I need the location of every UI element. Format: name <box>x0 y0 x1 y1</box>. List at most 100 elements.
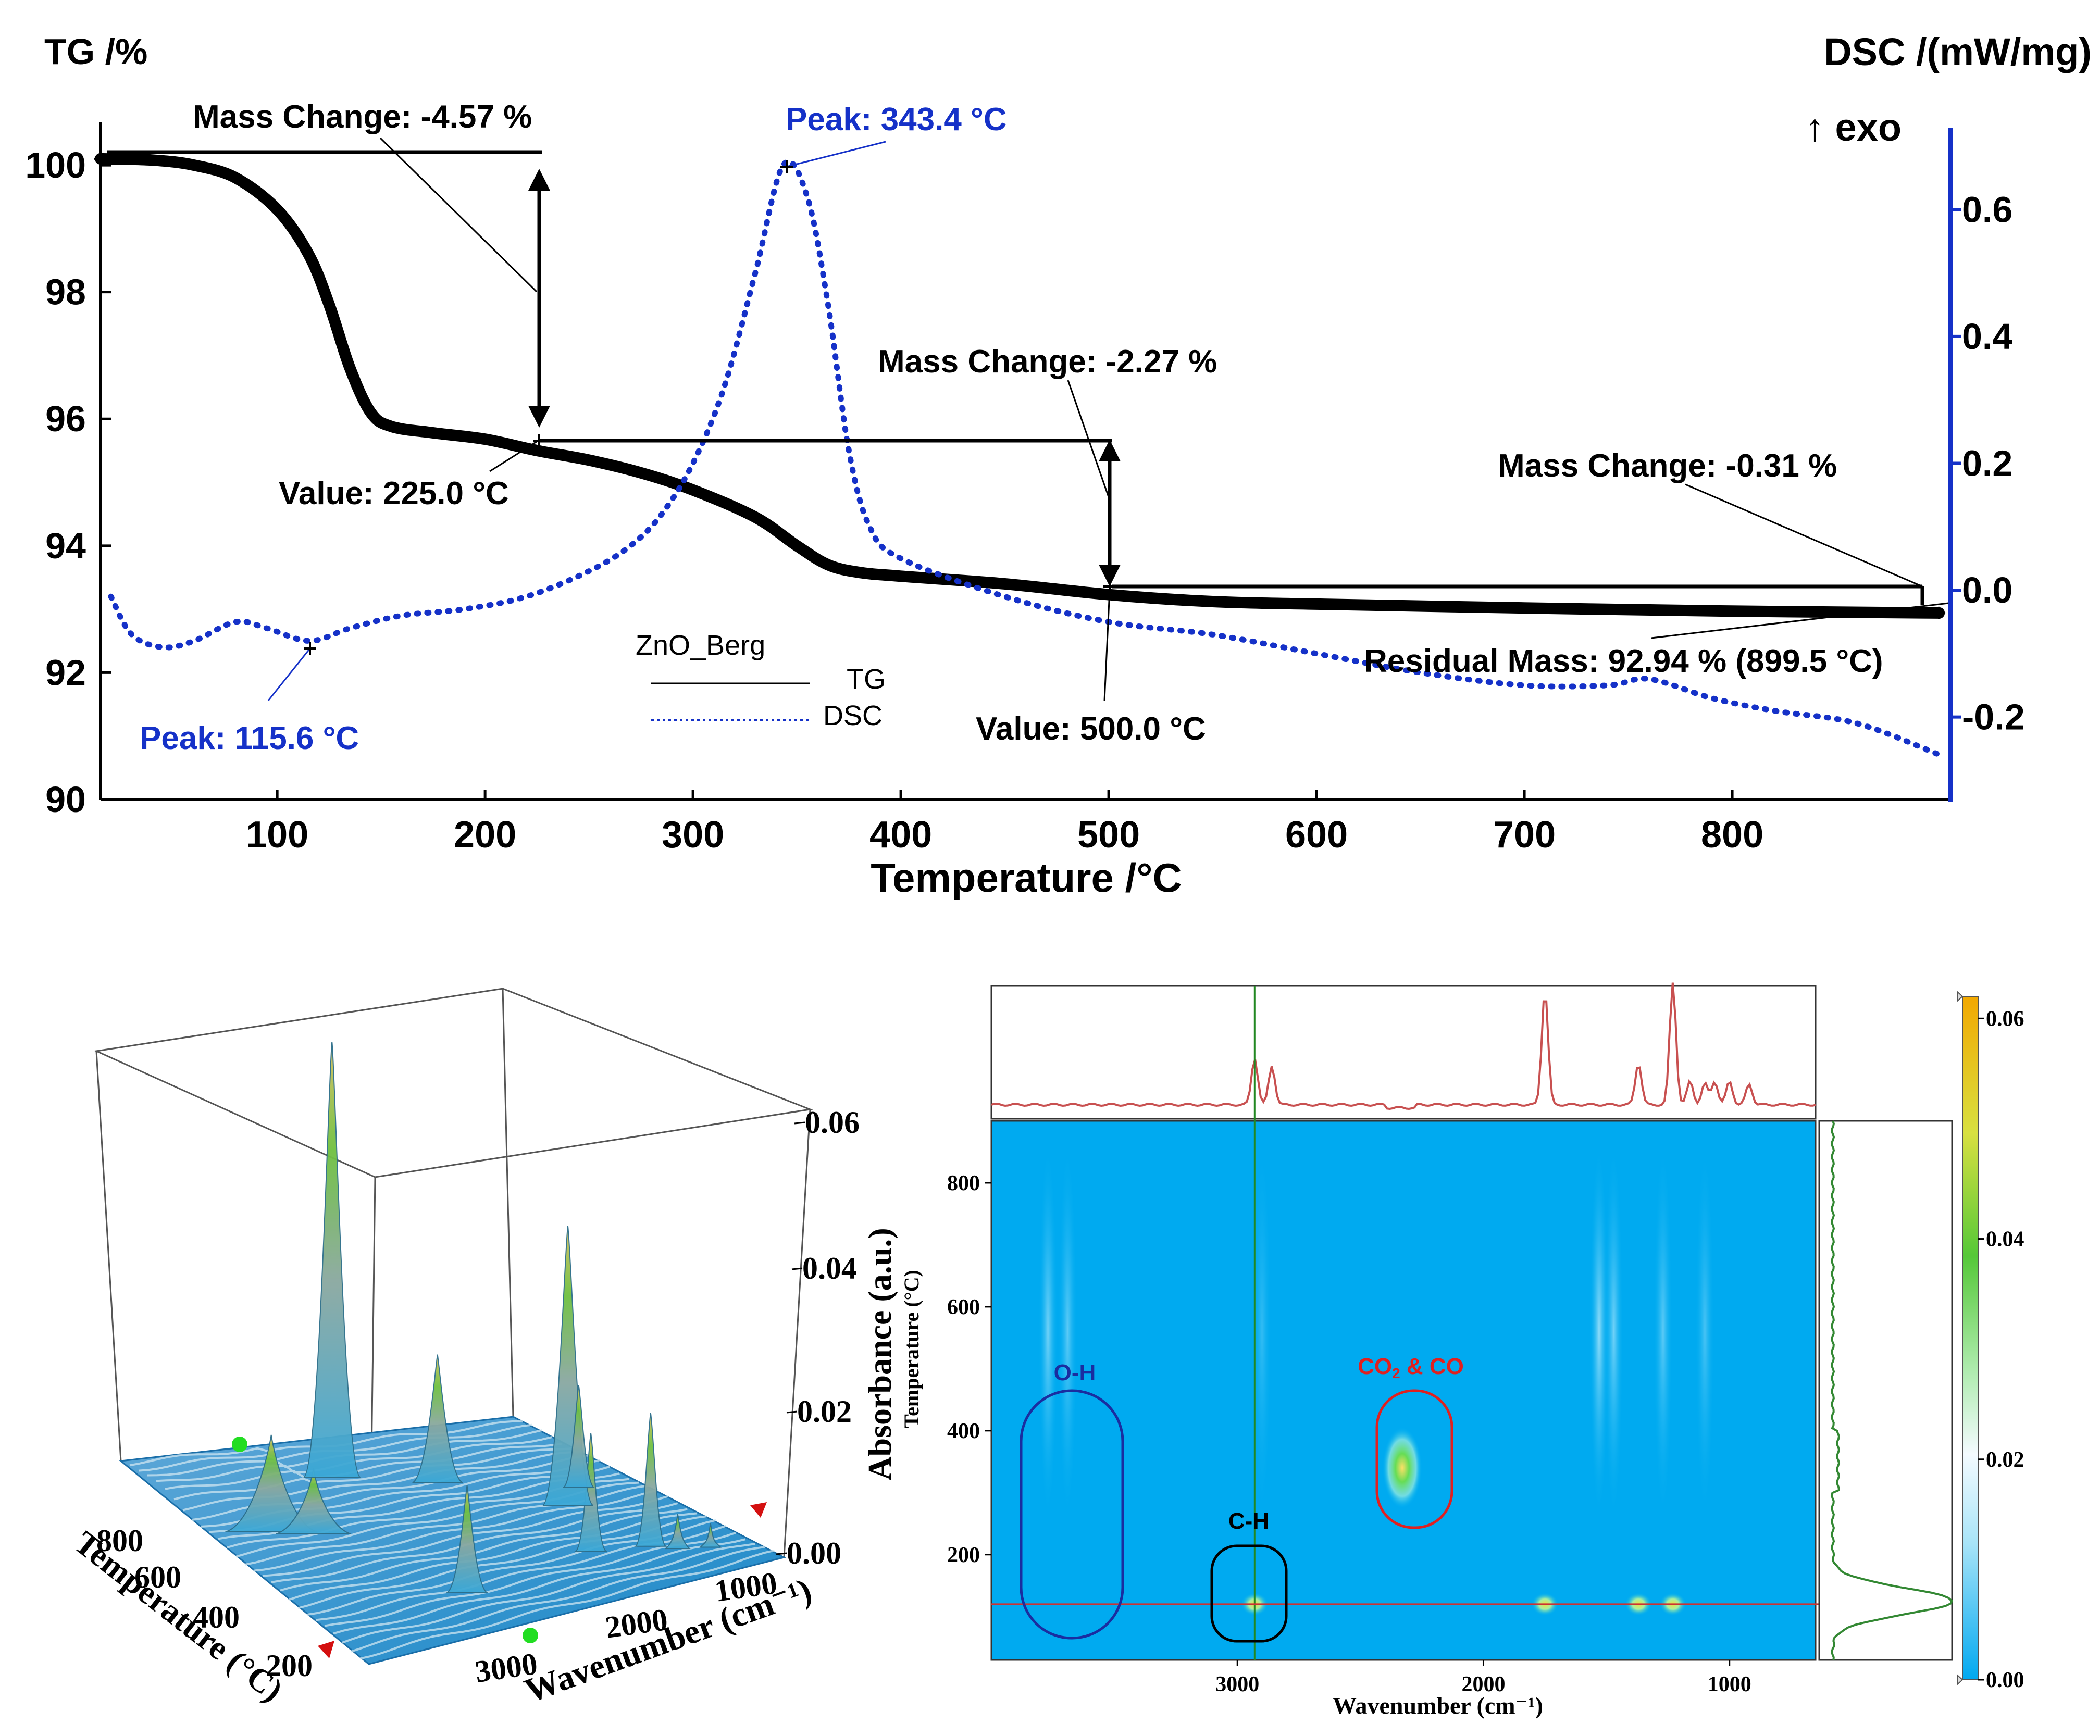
point-markers <box>94 152 1946 655</box>
spectrum-line <box>991 982 1816 1110</box>
leader-value-1 <box>489 441 537 472</box>
heatmap-streak <box>1589 1144 1609 1519</box>
contour-x-tick-label: 2000 <box>1461 1672 1505 1696</box>
contour-y-tick-label: 800 <box>947 1171 980 1195</box>
profile-line <box>1830 1120 1953 1660</box>
x-tick-label: 700 <box>1493 814 1556 856</box>
colorbar-ticks: 0.06 0.04 0.02 0.00 <box>1978 1007 2024 1692</box>
peak-115-label: Peak: 115.6 °C <box>140 720 359 756</box>
tg-tick-label: 90 <box>45 779 86 820</box>
colorbar-tick-label: 0.00 <box>1986 1668 2024 1692</box>
peak-343-label: Peak: 343.4 °C <box>786 102 1007 138</box>
temperature-tick-label-3d: 400 <box>193 1600 240 1634</box>
residual-mass-label: Residual Mass: 92.94 % (899.5 °C) <box>1364 643 1883 679</box>
mass-step-markers <box>107 150 1924 605</box>
dsc-tick-label: 0.0 <box>1962 570 2012 610</box>
surface-peaks <box>225 1042 722 1593</box>
marker-green-1 <box>232 1437 247 1452</box>
peak-leader-lines <box>267 141 886 701</box>
colorbar-tick-label: 0.02 <box>1986 1448 2024 1472</box>
box-edge-left <box>95 1051 122 1462</box>
x-tick-label: 800 <box>1701 814 1763 856</box>
crosshair-marker <box>1103 580 1116 593</box>
leader-value-2 <box>1103 589 1111 701</box>
heatmap-streak <box>1654 1144 1673 1519</box>
x-tick-label: 100 <box>246 814 308 856</box>
colorbar-tick-label: 0.04 <box>1986 1228 2024 1252</box>
region-ch-outline <box>1210 1544 1288 1643</box>
contour-x-tick-label: 3000 <box>1215 1672 1259 1696</box>
surface-peak <box>303 1042 361 1478</box>
contour-y-ticks: 800 600 400 200 <box>947 1171 991 1567</box>
dsc-axis-title: DSC /(mW/mg) <box>1824 30 2092 73</box>
contour-y-tick-label: 200 <box>947 1543 980 1567</box>
box-frame <box>93 988 813 1665</box>
exo-note: ↑ exo <box>1805 106 1902 149</box>
tg-ticks: 90 92 94 96 98 100 <box>25 145 111 820</box>
surface-floor <box>119 1416 787 1665</box>
legend-dsc-label: DSC <box>823 700 883 731</box>
x-axis-title: Temperature /°C <box>871 855 1182 901</box>
absorbance-tick-label: 0.06 <box>805 1105 860 1140</box>
contour-y-tick-label: 400 <box>947 1419 980 1443</box>
ftir-3d-surface-chart: 0.06 0.04 0.02 0.00 Absorbance (a.u.) 80060… <box>68 988 898 1710</box>
tg-tick-label: 92 <box>45 652 86 693</box>
mass-change-2-label: Mass Change: -2.27 % <box>878 344 1217 380</box>
leader-mass-2 <box>1067 380 1111 501</box>
crosshair-marker <box>533 434 545 447</box>
tg-axis-title: TG /% <box>44 31 147 72</box>
dsc-tick-label: 0.6 <box>1962 189 2012 230</box>
box-edge-right <box>783 1109 811 1558</box>
leader-mass-1 <box>379 137 538 293</box>
mass-change-3-label: Mass Change: -0.31 % <box>1498 448 1837 484</box>
x-tick-label: 300 <box>662 814 724 856</box>
region-oh-label: O-H <box>1054 1360 1096 1385</box>
spectrum-panel <box>990 985 1817 1120</box>
surface-peak <box>699 1523 722 1548</box>
tg-tick-label: 94 <box>45 526 86 566</box>
legend: ZnO_Berg TG DSC <box>636 630 886 731</box>
legend-title: ZnO_Berg <box>636 630 765 661</box>
profile-panel <box>1818 1120 1953 1661</box>
absorbance-tick-label: 0.04 <box>802 1251 857 1285</box>
surface-peak <box>445 1485 489 1593</box>
region-oh-outline <box>1020 1389 1124 1640</box>
crosshair-marker <box>780 160 793 173</box>
heatmap-hotspot <box>1382 1427 1422 1509</box>
heatmap-streak <box>1252 1144 1272 1519</box>
contour-y-tick-label: 600 <box>947 1295 980 1319</box>
colorbar-top-handle <box>1957 990 1964 1003</box>
absorbance-tick-label: 0.00 <box>787 1536 841 1570</box>
dsc-ticks: -0.2 0.0 0.2 0.4 0.6 <box>1950 189 2025 738</box>
colorbar-tick-label: 0.06 <box>1986 1007 2024 1031</box>
value-500-label: Value: 500.0 °C <box>976 711 1206 747</box>
marker-green-2 <box>523 1628 538 1643</box>
contour-x-title: Wavenumber (cm⁻¹) <box>1333 1692 1543 1719</box>
contour-x-tick-label: 1000 <box>1708 1672 1751 1696</box>
surface-peak <box>562 1385 595 1488</box>
heatmap-streak <box>1695 1144 1714 1519</box>
tg-tick-label: 96 <box>45 398 86 439</box>
dsc-tick-label: -0.2 <box>1962 697 2025 738</box>
region-ch-label: C-H <box>1228 1508 1269 1534</box>
surface-peak <box>574 1433 607 1552</box>
leader-mass-3 <box>1685 483 1923 588</box>
legend-tg-label: TG <box>847 664 886 695</box>
region-co2-label: CO2 & CO <box>1358 1354 1464 1381</box>
leader-peak-low <box>267 648 311 701</box>
crosshair-marker <box>94 152 107 165</box>
surface-peak <box>665 1514 691 1550</box>
box-edge-back <box>502 988 514 1417</box>
tg-series-line <box>95 153 1945 619</box>
annotations: Mass Change: -4.57 % Mass Change: -2.27 … <box>140 99 1883 756</box>
marker-red-2 <box>750 1502 767 1518</box>
colorbar <box>1962 996 1979 1680</box>
ftir-contour-chart: O-H C-H CO2 & CO 3000 2000 1000 800 600 400 2… <box>900 982 2024 1719</box>
absorbance-axis-title: Absorbance (a.u.) <box>861 1228 898 1480</box>
tg-tick-label: 98 <box>45 272 86 313</box>
leader-peak-high <box>786 141 886 168</box>
tg-dsc-chart: TG /% DSC /(mW/mg) ↑ exo 100 200 300 400 500… <box>25 30 2092 901</box>
dsc-tick-label: 0.4 <box>1962 316 2012 357</box>
